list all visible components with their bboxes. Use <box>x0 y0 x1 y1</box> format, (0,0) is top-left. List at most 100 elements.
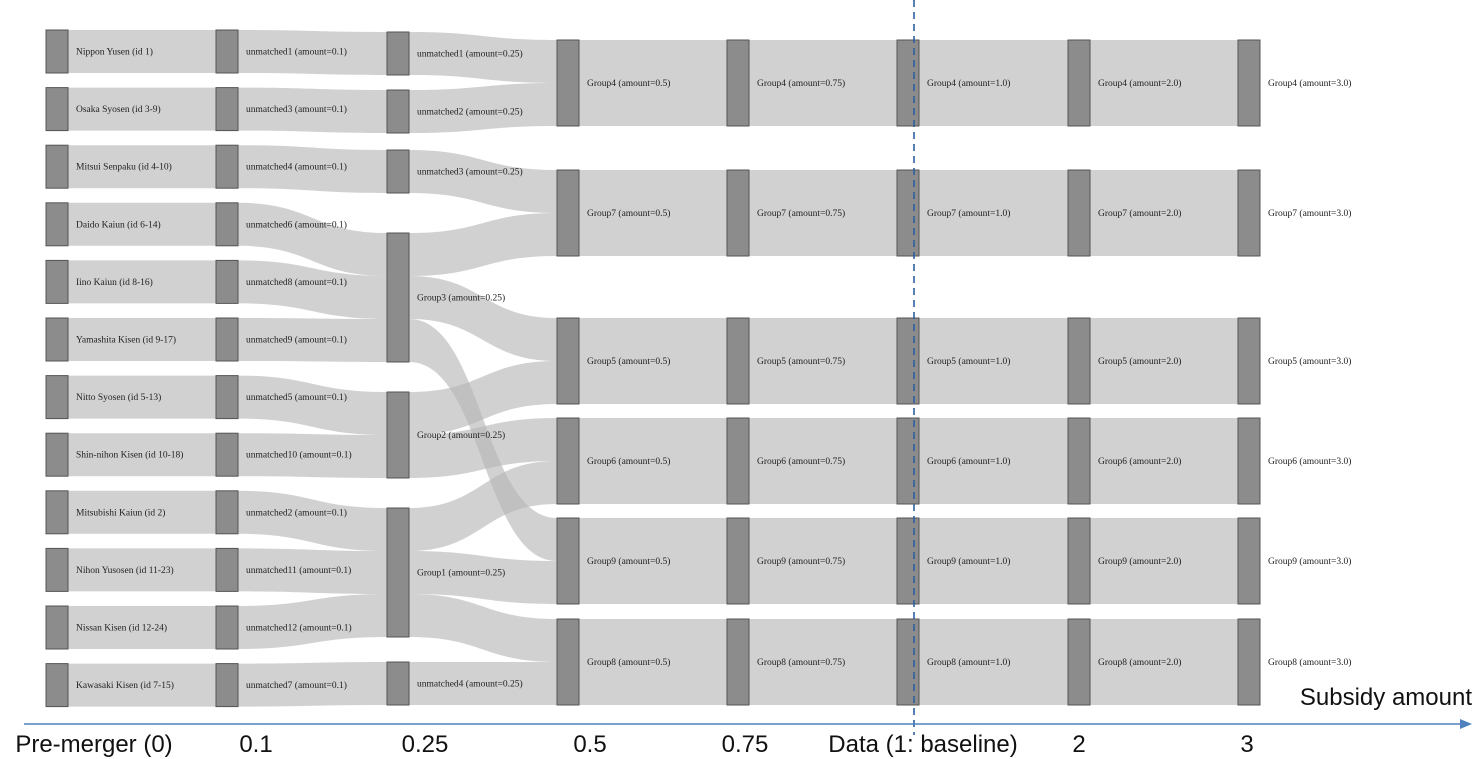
sankey-node <box>1237 317 1261 405</box>
sankey-node <box>1067 517 1091 605</box>
node-label: Group4 (amount=0.5) <box>587 78 670 89</box>
node-label: Group4 (amount=2.0) <box>1098 78 1181 89</box>
subsidy-axis: Subsidy amount <box>24 684 1472 729</box>
flow-link <box>238 30 387 75</box>
sankey-node <box>1237 169 1261 257</box>
sankey-node <box>45 317 69 362</box>
flow-link <box>919 170 1068 256</box>
sankey-node <box>726 169 750 257</box>
axis-title: Subsidy amount <box>1300 684 1472 711</box>
node-label: Group4 (amount=1.0) <box>927 78 1010 89</box>
node-label: Shin-nihon Kisen (id 10-18) <box>76 450 183 461</box>
sankey-node <box>215 144 239 189</box>
sankey-node <box>215 29 239 74</box>
flow-link <box>919 318 1068 404</box>
sankey-node <box>215 663 239 708</box>
sankey-node <box>1067 317 1091 405</box>
flow-link <box>238 87 387 133</box>
sankey-node <box>1067 417 1091 505</box>
stage-tick-label: 3 <box>1240 731 1253 758</box>
node-label: Osaka Syosen (id 3-9) <box>76 104 161 115</box>
sankey-node <box>726 517 750 605</box>
sankey-node <box>556 517 580 605</box>
node-label: unmatched3 (amount=0.25) <box>417 167 523 178</box>
flow-link <box>68 202 216 246</box>
sankey-node <box>556 618 580 706</box>
flow-link <box>749 518 897 604</box>
flow-link <box>409 418 557 478</box>
node-labels: Nippon Yusen (id 1) Osaka Syosen (id 3-9)… <box>76 47 1351 692</box>
flow-link <box>238 202 387 276</box>
sankey-node <box>896 169 920 257</box>
node-label: Nitto Syosen (id 5-13) <box>76 392 161 403</box>
sankey-node <box>1237 417 1261 505</box>
sankey-node <box>386 391 410 479</box>
flow-link <box>68 433 216 477</box>
node-label: Mitsui Senpaku (id 4-10) <box>76 162 172 173</box>
node-label: Group8 (amount=2.0) <box>1098 657 1181 668</box>
flow-links <box>68 30 1238 707</box>
node-label: Group5 (amount=2.0) <box>1098 356 1181 367</box>
sankey-node <box>386 89 410 134</box>
node-label: Group4 (amount=3.0) <box>1268 78 1351 89</box>
node-label: Group7 (amount=0.5) <box>587 208 670 219</box>
node-label: Nippon Yusen (id 1) <box>76 47 153 58</box>
flow-link <box>1090 619 1238 705</box>
flow-link <box>409 150 557 213</box>
sankey-node <box>726 317 750 405</box>
node-label: Group6 (amount=2.0) <box>1098 456 1181 467</box>
sankey-node <box>215 605 239 650</box>
sankey-node <box>45 87 69 132</box>
node-label: unmatched1 (amount=0.25) <box>417 49 523 60</box>
flow-link <box>68 30 216 73</box>
node-label: Group8 (amount=1.0) <box>927 657 1010 668</box>
node-label: Group6 (amount=1.0) <box>927 456 1010 467</box>
node-label: Group8 (amount=0.75) <box>757 657 845 668</box>
sankey-node <box>45 202 69 247</box>
node-label: unmatched5 (amount=0.1) <box>246 392 347 403</box>
stage-tick-label: 2 <box>1072 731 1085 758</box>
flow-link <box>409 662 557 705</box>
stage-tick-label: 0.1 <box>239 731 272 758</box>
node-label: Group7 (amount=2.0) <box>1098 208 1181 219</box>
flow-link <box>409 32 557 83</box>
flow-link <box>409 461 557 551</box>
node-label: Group5 (amount=1.0) <box>927 356 1010 367</box>
sankey-node <box>386 232 410 363</box>
flow-link <box>749 318 897 404</box>
flow-link <box>1090 518 1238 604</box>
flow-link <box>238 433 387 478</box>
node-label: Group5 (amount=0.5) <box>587 356 670 367</box>
sankey-node <box>726 417 750 505</box>
sankey-node <box>45 29 69 74</box>
node-label: unmatched8 (amount=0.1) <box>246 277 347 288</box>
sankey-node <box>1067 39 1091 127</box>
node-label: unmatched1 (amount=0.1) <box>246 47 347 58</box>
flow-link <box>919 40 1068 126</box>
sankey-node <box>556 169 580 257</box>
sankey-node <box>45 547 69 592</box>
stage-tick-label: 0.25 <box>402 731 449 758</box>
sankey-node <box>896 618 920 706</box>
node-label: unmatched2 (amount=0.25) <box>417 107 523 118</box>
node-label: Group7 (amount=3.0) <box>1268 208 1351 219</box>
sankey-node <box>1237 618 1261 706</box>
node-label: unmatched3 (amount=0.1) <box>246 104 347 115</box>
flow-link <box>68 548 216 592</box>
sankey-node <box>556 417 580 505</box>
sankey-node <box>215 547 239 592</box>
flow-link <box>579 40 727 126</box>
flow-link <box>409 594 557 662</box>
node-label: Nissan Kisen (id 12-24) <box>76 623 167 634</box>
node-label: unmatched6 (amount=0.1) <box>246 219 347 230</box>
sankey-node <box>386 661 410 706</box>
sankey-node <box>726 618 750 706</box>
node-label: Group9 (amount=1.0) <box>927 556 1010 567</box>
sankey-node <box>1237 517 1261 605</box>
flow-link <box>238 260 387 319</box>
node-label: Group9 (amount=0.75) <box>757 556 845 567</box>
sankey-node <box>896 517 920 605</box>
axis-arrow-head <box>1460 719 1472 729</box>
sankey-node <box>896 317 920 405</box>
sankey-node <box>215 259 239 304</box>
